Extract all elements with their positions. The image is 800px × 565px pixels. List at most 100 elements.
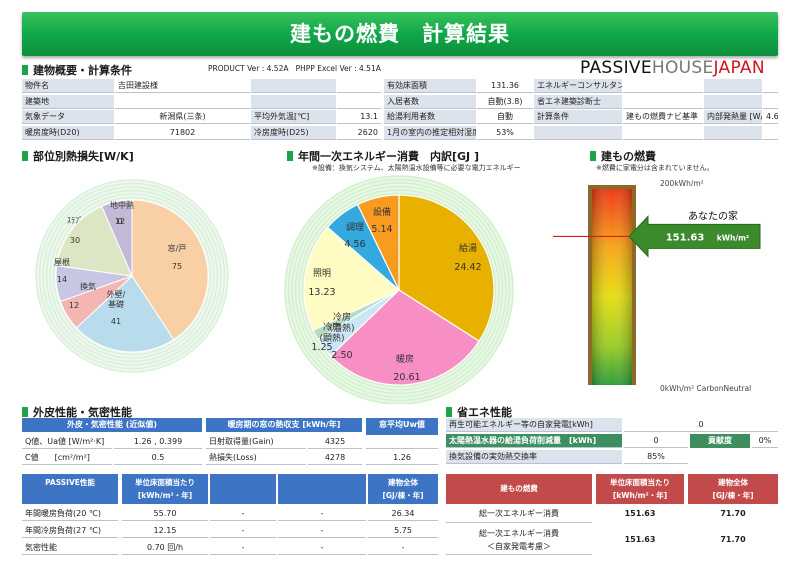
energy-value: 5.14 xyxy=(371,224,392,235)
overview-cell: 13.1 xyxy=(337,110,381,124)
envelope-cell: 1.26 xyxy=(366,451,438,465)
overview-cell: 1月の室内の推定相対湿度 xyxy=(384,125,476,140)
envelope-perf-cell: 気密性能 xyxy=(22,541,118,555)
overview-cell xyxy=(115,94,250,109)
energy-label: 調理 xyxy=(346,221,364,233)
fuel-heading: 建もの燃費 xyxy=(590,148,656,164)
gauge-bottom-label: 0kWh/m² CarbonNeutral xyxy=(660,384,751,393)
overview-cell: 2620 xyxy=(337,125,381,140)
envelope-cell: 熱損失(Loss) xyxy=(206,451,306,465)
heatloss-heading: 部位別熱損失[W/K] xyxy=(22,148,134,164)
heatloss-slice xyxy=(56,205,133,277)
overview-cell xyxy=(623,125,703,140)
envelope-cell: 1.26 , 0.399 xyxy=(114,435,202,449)
saving-result-label: 総一次エネルギー消費 ＜自家発電考慮＞ xyxy=(446,527,592,555)
envelope-perf-cell: - xyxy=(278,524,366,538)
overview-cell: 給湯利用者数 xyxy=(384,110,476,124)
overview-cell: 131.36 xyxy=(477,79,533,93)
overview-cell: 自動(3.8) xyxy=(477,94,533,109)
heatloss-label: ｽﾗﾌﾞ xyxy=(67,216,83,225)
heatloss-label: 地中熱 xyxy=(110,200,134,210)
envelope-cell: C値 [cm²/m²] xyxy=(22,451,112,465)
envelope-cell: 4278 xyxy=(308,451,362,465)
logo: PASSIVEHOUSEJAPAN xyxy=(580,58,765,78)
overview-cell: 気象データ xyxy=(22,110,114,124)
envelope-cell xyxy=(366,435,438,449)
energy-value: 20.61 xyxy=(393,372,420,383)
overview-cell xyxy=(623,94,703,109)
saving-result-total: 71.70 xyxy=(688,507,778,521)
overview-cell: エネルギーコンサルタント xyxy=(534,79,622,93)
envelope-perf-cell: - xyxy=(278,541,366,555)
envelope-perf-cell: 0.70 回/h xyxy=(122,541,208,555)
page-title: 建もの燃費 計算結果 xyxy=(22,12,778,56)
energy-value: 24.42 xyxy=(454,262,481,273)
envelope-perf-cell: - xyxy=(278,507,366,521)
saving-result-total: 71.70 xyxy=(688,533,778,547)
overview-heading: 建物概要・計算条件 xyxy=(22,62,132,78)
envelope-perf-cell: 12.15 xyxy=(122,524,208,538)
fuel-unit: kWh/m² xyxy=(717,233,749,242)
gauge-top-label: 200kWh/m² xyxy=(660,179,704,188)
envelope-header: 外皮・気密性能 (近似値) xyxy=(22,418,202,432)
envelope-perf-cell: 55.70 xyxy=(122,507,208,521)
overview-cell: 53% xyxy=(477,125,533,140)
overview-cell: 物件名 xyxy=(22,79,114,93)
saving-heading: 省エネ性能 xyxy=(446,404,512,420)
overview-cell: 新潟県(三条) xyxy=(115,110,250,124)
envelope-cell: Q値、Ua値 [W/m²·K] xyxy=(22,435,112,449)
energy-value: 1.25 xyxy=(311,342,332,353)
overview-cell xyxy=(704,79,762,93)
envelope-perf-cell: 5.75 xyxy=(368,524,438,538)
heatloss-value: 12 xyxy=(69,301,79,310)
envelope-cell: 4325 xyxy=(308,435,362,449)
envelope-cell: 0.5 xyxy=(114,451,202,465)
version-info: PRODUCT Ver : 4.52A PHPP Excel Ver : 4.5… xyxy=(208,64,381,73)
saving-value: 0 xyxy=(624,434,688,448)
envelope-perf-header: 建物全体 [GJ/棟・年] xyxy=(368,474,438,504)
heatloss-label: 外壁/基礎 xyxy=(107,289,126,309)
saving-result-value: 151.63 xyxy=(596,533,684,547)
overview-cell: 有効床面積 xyxy=(384,79,476,93)
overview-cell xyxy=(534,125,622,140)
energy-value: 4.56 xyxy=(344,239,365,250)
gauge-arrow xyxy=(628,215,761,258)
overview-cell: 建もの燃費ナビ基準 xyxy=(623,110,703,124)
envelope-perf-cell: - xyxy=(210,507,276,521)
fuel-value: 151.63 xyxy=(666,232,705,243)
saving-header: 建もの燃費 xyxy=(446,474,592,504)
energy-label: 冷房(顕熱) xyxy=(319,321,344,344)
envelope-perf-cell: 年間暖房負荷(20 ℃) xyxy=(22,507,118,521)
envelope-perf-cell: - xyxy=(210,524,276,538)
contribution-value: 0% xyxy=(752,434,778,448)
energy-heading: 年間一次エネルギー消費 内訳[GJ ] xyxy=(287,148,479,164)
envelope-perf-cell: - xyxy=(210,541,276,555)
overview-cell: 建築地 xyxy=(22,94,114,109)
saving-header: 単位床面積当たり [kWh/m²・年] xyxy=(596,474,684,504)
envelope-perf-header: 単位床面積当たり [kWh/m²・年] xyxy=(122,474,208,504)
heatloss-label: 換気 xyxy=(80,281,96,291)
envelope-cell: 日射取得量(Gain) xyxy=(206,435,306,449)
overview-cell: 吉田建設様 xyxy=(115,79,250,93)
heatloss-slice xyxy=(101,199,133,277)
saving-label: 太陽熱温水器の給湯負荷削減量 [kWh] xyxy=(446,434,622,448)
saving-label: 換気設備の実効熱交換率 xyxy=(446,450,622,464)
overview-cell: 平均外気温[℃] xyxy=(251,110,336,124)
energy-slice xyxy=(303,226,401,332)
overview-cell xyxy=(704,125,762,140)
overview-cell: 冷房度時(D25) xyxy=(251,125,336,140)
overview-cell: 自動 xyxy=(477,110,533,124)
heatloss-value: 14 xyxy=(57,275,67,284)
saving-header: 建物全体 [GJ/棟・年] xyxy=(688,474,778,504)
overview-cell xyxy=(251,94,336,109)
energy-label: 給湯 xyxy=(459,242,477,254)
energy-pie-chart: 給湯 24.42 暖房 20.61 冷房(潜熱) 2.50 冷房(顕熱)1.25 照明 13.2… xyxy=(284,175,514,404)
envelope-perf-header: PASSIVE性能 xyxy=(22,474,118,504)
heatloss-value: 41 xyxy=(111,317,121,326)
your-house-label: あなたの家 xyxy=(688,209,738,222)
envelope-header: 暖房期の窓の熱収支 [kWh/年] xyxy=(206,418,362,432)
envelope-perf-header xyxy=(210,474,276,504)
envelope-perf-cell: 26.34 xyxy=(368,507,438,521)
envelope-table: 外皮・気密性能 (近似値)暖房期の窓の熱収支 [kWh/年]窓平均Uw値 [W/… xyxy=(22,418,438,565)
